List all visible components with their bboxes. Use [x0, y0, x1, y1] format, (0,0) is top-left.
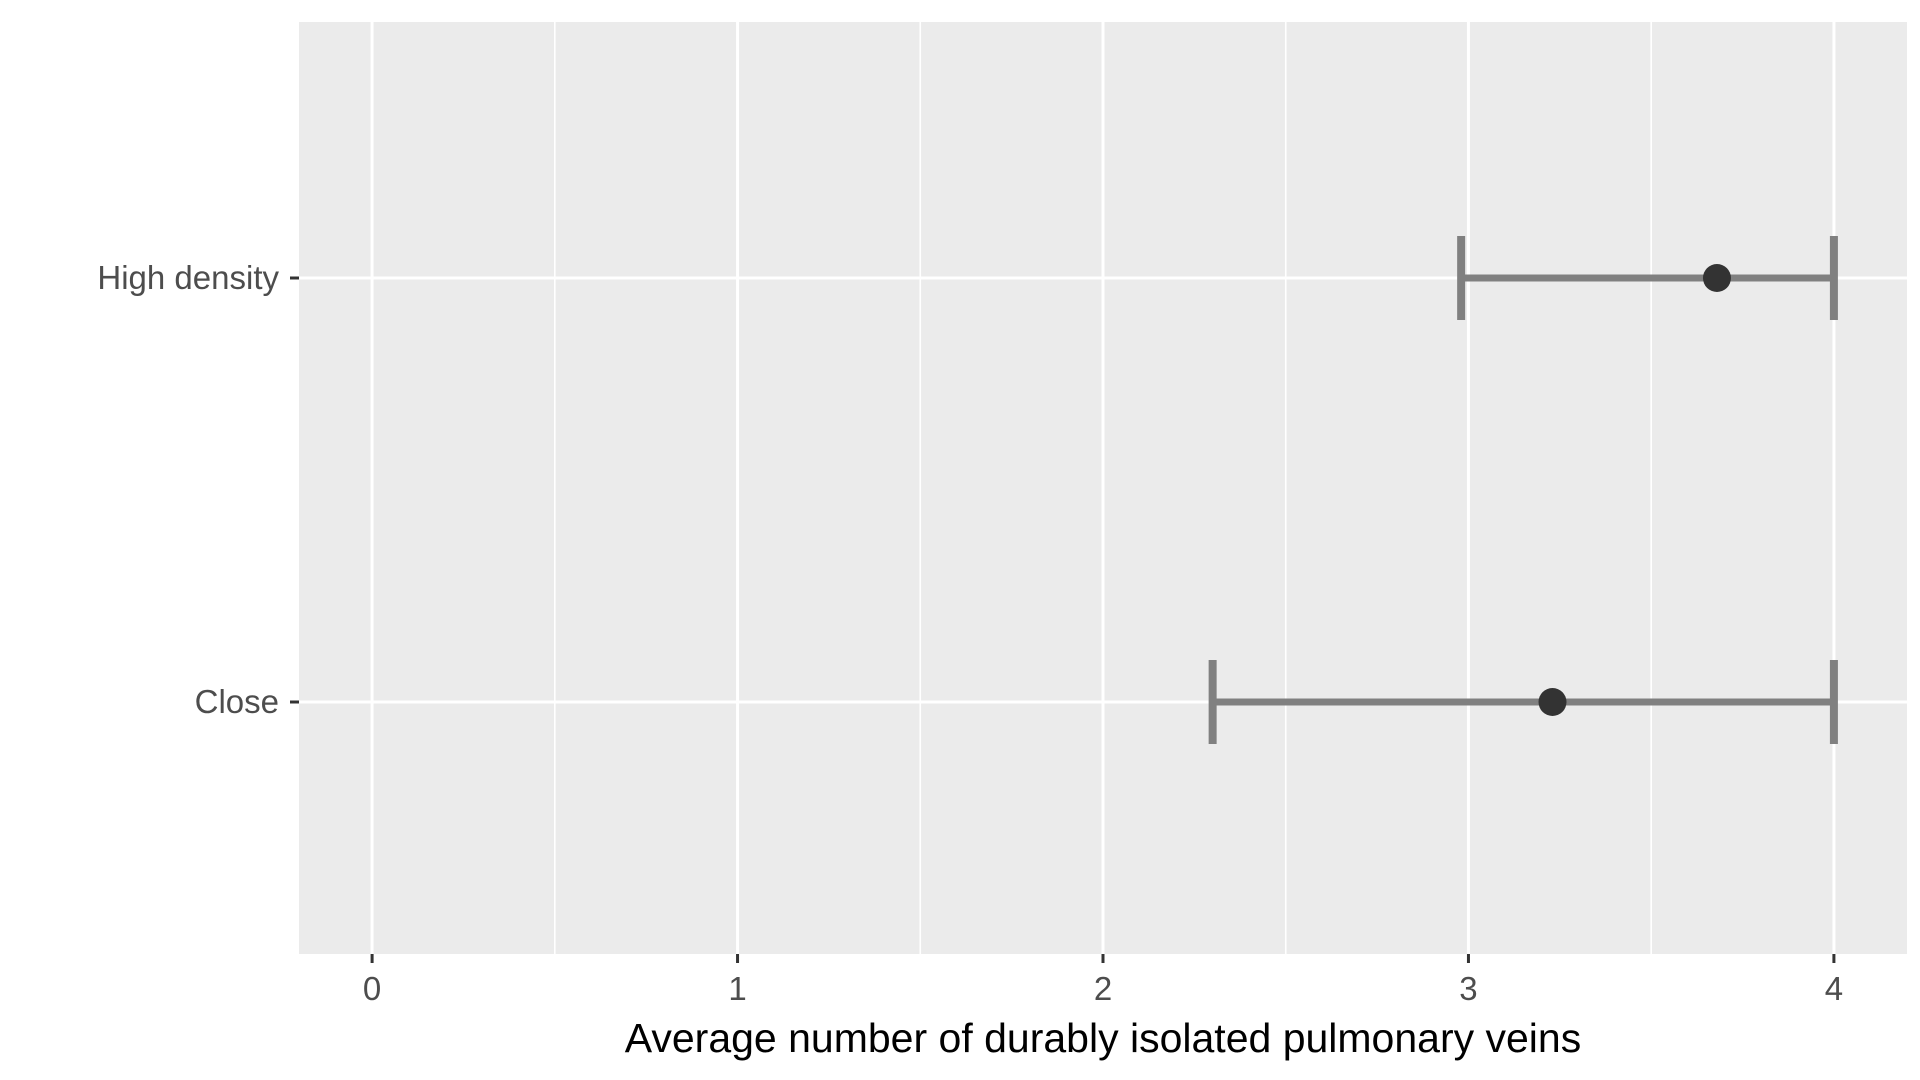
data-point — [1538, 688, 1567, 716]
x-tick-label: 0 — [363, 970, 381, 1007]
y-tick-label: Close — [195, 683, 279, 720]
x-tick-label: 3 — [1459, 970, 1477, 1007]
x-tick-label: 1 — [728, 970, 746, 1007]
x-axis-title: Average number of durably isolated pulmo… — [625, 1015, 1581, 1061]
data-layer — [1208, 236, 1838, 744]
y-tick-label: High density — [97, 259, 279, 296]
axes: 0 1 2 3 4 High density Close — [97, 259, 1843, 1007]
data-point — [1702, 264, 1731, 292]
x-tick-label: 4 — [1825, 970, 1843, 1007]
x-tick-label: 2 — [1094, 970, 1112, 1007]
